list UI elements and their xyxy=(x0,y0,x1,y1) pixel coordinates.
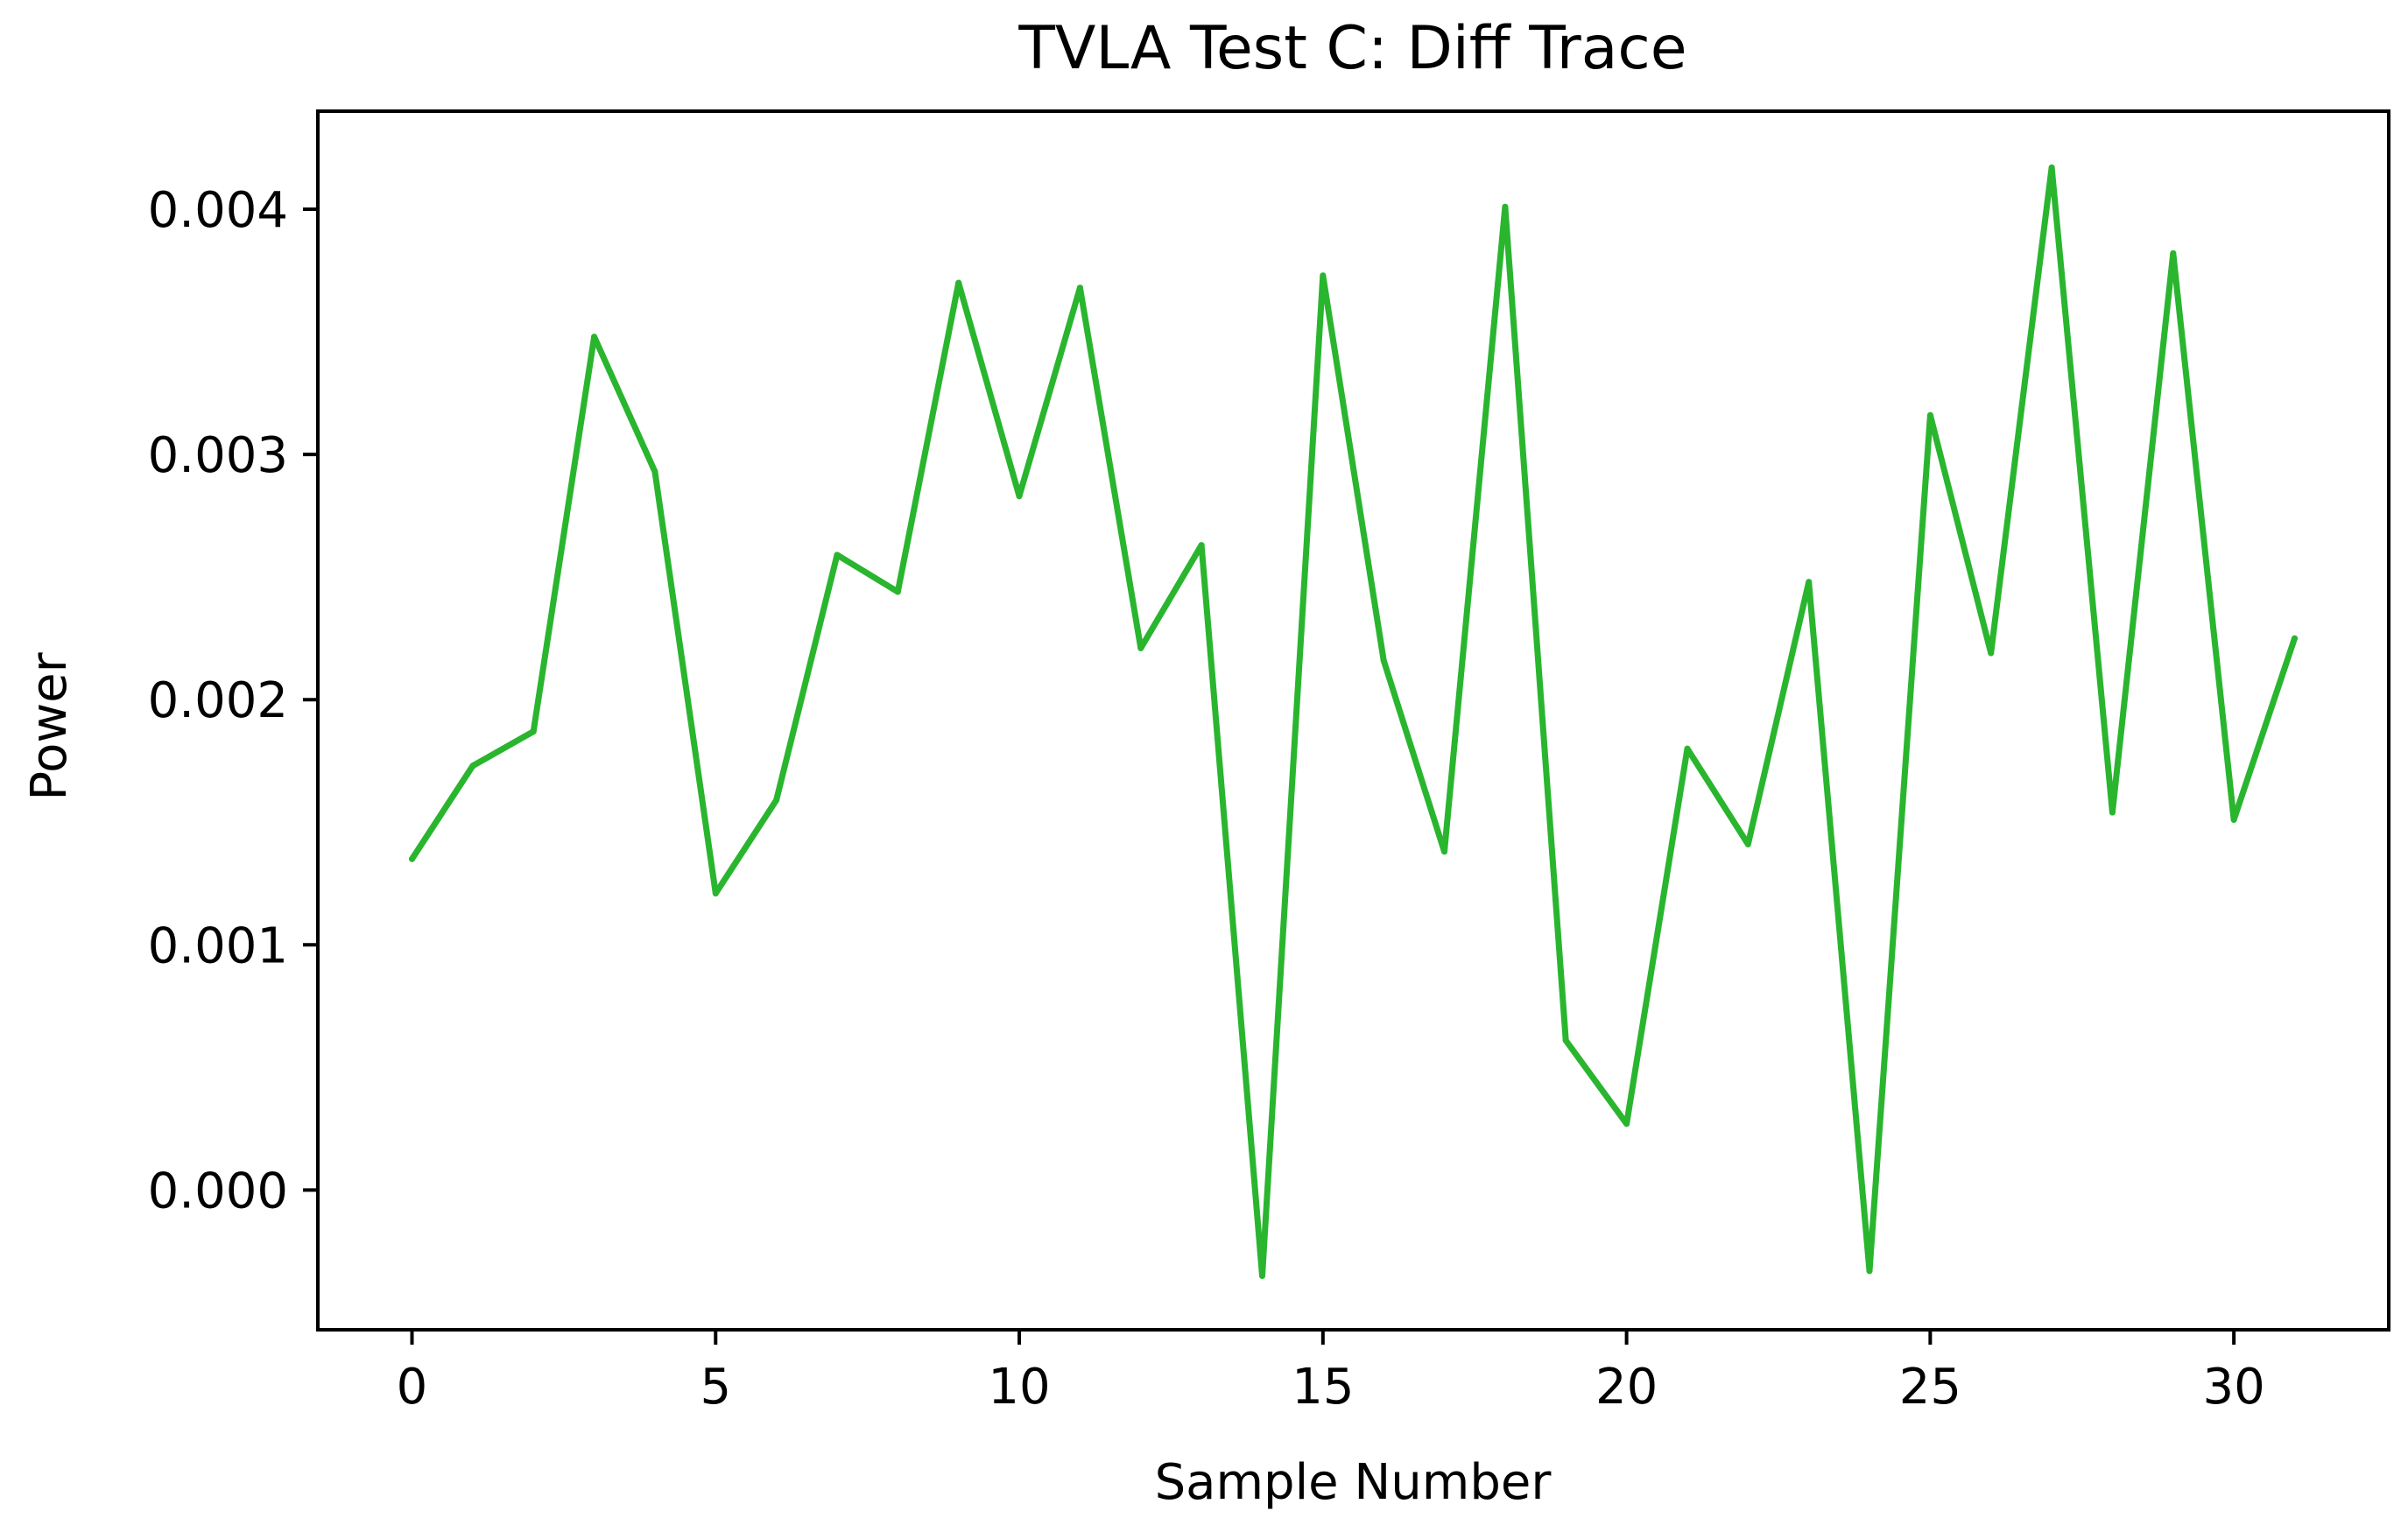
data-point xyxy=(1926,411,1933,418)
y-tick-label: 0.000 xyxy=(148,1163,288,1219)
x-tick-label: 30 xyxy=(2203,1359,2265,1416)
data-point xyxy=(409,855,415,862)
data-point xyxy=(712,890,719,896)
x-tick-label: 5 xyxy=(700,1359,731,1416)
y-tick-label: 0.002 xyxy=(148,672,288,729)
y-tick-label: 0.003 xyxy=(148,427,288,484)
y-ticks: 0.000 0.001 0.002 0.003 0.004 xyxy=(148,182,318,1219)
data-point xyxy=(1016,493,1023,500)
data-point xyxy=(894,588,901,595)
series-line xyxy=(409,164,2298,1279)
data-point xyxy=(1137,644,1144,651)
data-point xyxy=(1684,745,1691,752)
data-point xyxy=(1380,657,1387,664)
y-tick-label: 0.001 xyxy=(148,917,288,974)
data-point xyxy=(1441,848,1447,855)
data-point xyxy=(1502,203,1509,210)
data-point xyxy=(2230,816,2237,823)
data-point xyxy=(1623,1121,1630,1128)
data-point xyxy=(773,797,780,804)
x-ticks: 0 5 10 15 20 25 30 xyxy=(397,1330,2265,1416)
data-point xyxy=(530,728,537,735)
x-tick-label: 15 xyxy=(1292,1359,1354,1416)
data-point xyxy=(1806,579,1813,586)
x-tick-label: 10 xyxy=(988,1359,1050,1416)
data-point xyxy=(834,552,841,559)
data-point xyxy=(1744,840,1751,847)
data-point xyxy=(651,468,658,475)
data-point xyxy=(2048,164,2055,171)
data-point xyxy=(1259,1272,1265,1279)
data-point xyxy=(2109,809,2116,816)
data-point xyxy=(955,279,962,286)
x-axis-label: Sample Number xyxy=(1155,1454,1553,1511)
data-point xyxy=(1988,650,1995,657)
data-point xyxy=(1866,1268,1873,1275)
y-tick-label: 0.004 xyxy=(148,182,288,239)
x-tick-label: 25 xyxy=(1899,1359,1961,1416)
data-point xyxy=(1320,272,1327,279)
data-point xyxy=(469,762,476,770)
x-tick-label: 0 xyxy=(397,1359,428,1416)
data-point xyxy=(1198,542,1205,549)
plot-frame xyxy=(316,109,2390,1332)
data-point xyxy=(1076,285,1083,292)
data-point xyxy=(2292,635,2298,642)
y-axis-label: Power xyxy=(21,651,78,800)
data-point xyxy=(591,334,598,341)
data-point xyxy=(1562,1037,1569,1044)
data-point xyxy=(2170,249,2177,257)
chart-title: TVLA Test C: Diff Trace xyxy=(1017,14,1686,83)
plot-series xyxy=(409,164,2298,1279)
x-tick-label: 20 xyxy=(1595,1359,1658,1416)
